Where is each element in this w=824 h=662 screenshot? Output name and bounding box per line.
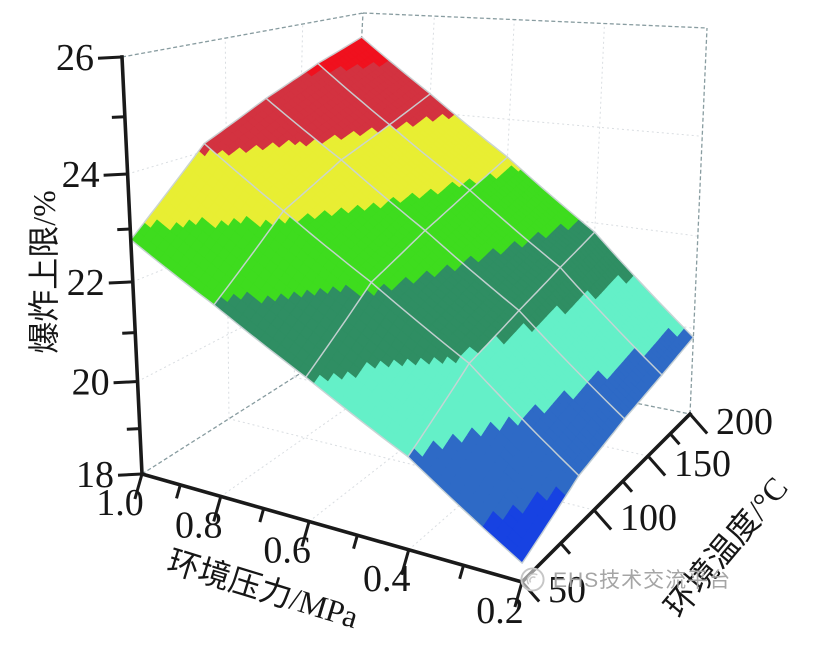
z-axis-title: 爆炸上限/%: [26, 190, 62, 354]
z-axis-tick-label: 26: [56, 37, 94, 79]
temperature-axis-tick-label: 150: [674, 443, 731, 485]
z-axis: 18 20 22 24 26: [56, 37, 144, 496]
temperature-axis-title: 环境温度/°C: [657, 470, 795, 624]
temperature-axis-tick-label: 50: [548, 569, 586, 611]
pressure-axis-tick-label: 0.2: [476, 590, 524, 632]
pressure-axis-tick-label: 0.8: [175, 504, 223, 546]
pressure-axis-tick-label: 0.6: [263, 529, 311, 571]
surface-mesh-lines: [130, 36, 694, 564]
z-axis-tick-label: 18: [76, 454, 114, 496]
z-axis-tick-label: 24: [62, 154, 100, 196]
z-axis-tick-label: 20: [72, 362, 110, 404]
pressure-axis-tick-label: 1.0: [96, 482, 144, 524]
pressure-axis: 1.0 0.8 0.6 0.4 0.2: [96, 471, 525, 632]
temperature-axis-tick-label: 100: [620, 497, 677, 539]
pressure-axis-tick-label: 0.4: [363, 558, 411, 600]
z-axis-tick-label: 22: [67, 262, 105, 304]
surface-mesh: [130, 36, 694, 564]
temperature-axis-tick-label: 200: [716, 401, 773, 443]
